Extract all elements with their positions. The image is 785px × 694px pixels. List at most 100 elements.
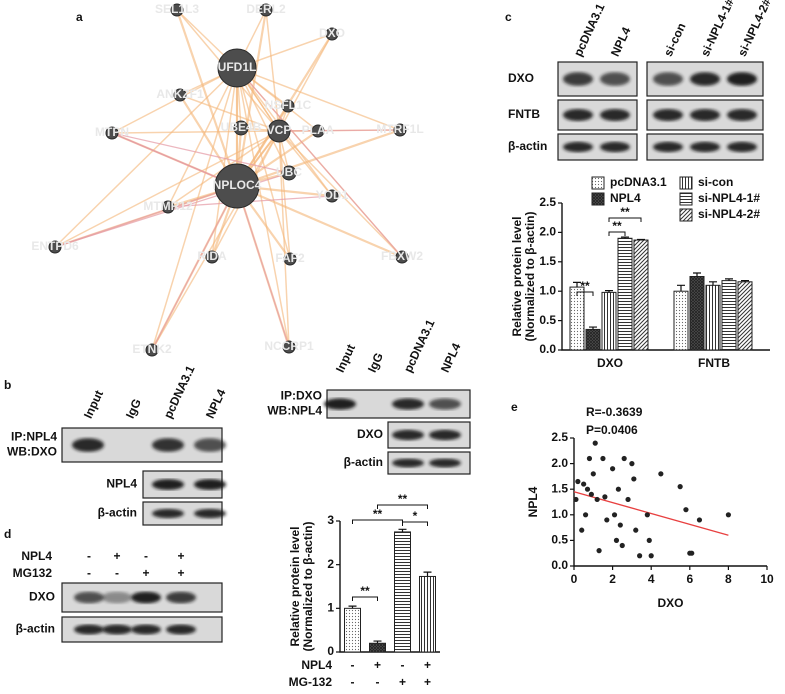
blot-band [727,72,757,86]
lane-label: si-NPL4-2# [735,0,774,59]
condition-label: MG-132 [289,675,333,689]
network-node [105,126,119,140]
blot-band [600,141,630,153]
network-edge [278,130,333,197]
x-tick-label: DXO [597,356,623,370]
scatter-point [689,550,695,556]
scatter-point [573,496,579,503]
legend-label: pcDNA3.1 [610,175,667,189]
row-label: WB:DXO [7,445,57,459]
row-label: NPL4 [106,477,137,491]
y-tick-label: 0.5 [551,533,568,547]
node-label: PLAA [302,123,335,137]
network-edge [236,67,403,258]
network-edge [236,185,290,348]
condition-label: MG132 [13,566,53,580]
network-node [325,189,339,203]
scatter-point [677,484,683,490]
node-label: MTMR12 [143,199,193,213]
scatter-point [633,527,639,533]
sig-bracket [377,504,428,509]
scatter-point [575,478,581,485]
blot-band [653,109,683,121]
scatter-point [631,476,637,482]
x-tick-label: 0 [571,572,578,586]
scatter-point [600,455,606,462]
scatter-point [619,542,625,549]
condition-sign: + [424,658,431,672]
network-edge [278,33,333,132]
network-edge [278,129,401,132]
network-edge [278,130,403,258]
scatter-point [584,486,591,492]
scatter-point [725,512,732,518]
panel-label: b [4,378,11,392]
sig-bracket [352,596,378,601]
blot-band [72,438,104,452]
x-tick-label: FNTB [698,356,730,370]
blot-band [131,591,161,604]
lane-label: Input [81,388,106,420]
bar [601,291,617,351]
blot-band [74,591,104,604]
network-edge [54,130,280,248]
y-axis-title: NPL4 [526,486,540,517]
network-node [311,124,325,138]
network-edge [151,130,280,351]
bar [569,286,585,351]
scatter-point [644,512,650,518]
scatter-point [581,481,587,487]
y-tick-label: 2.5 [551,430,568,444]
network-node [393,123,407,137]
condition-sign: - [87,549,91,563]
row-label: β-actin [98,506,137,520]
network-node [161,200,175,214]
y-axis-title: Relative protein level [510,216,524,336]
error-bar [589,326,597,330]
network-node [395,250,409,264]
lane-label: NPL4 [608,25,634,59]
scatter-point [610,466,616,472]
blot-band [152,479,184,490]
y-tick-label: 3 [327,513,334,527]
error-bar [709,281,717,286]
legend-swatch [679,208,693,222]
blot-band [194,479,226,490]
network-node [170,3,184,17]
condition-sign: - [351,675,355,689]
bar [673,290,689,351]
scatter-point [592,440,598,446]
error-bar [605,290,613,293]
error-bar [637,238,645,241]
network-edge [179,94,280,132]
scatter-point [582,512,589,518]
error-bar [621,236,629,239]
node-label: UBC [276,165,302,179]
condition-sign: + [399,675,406,689]
bar [721,280,737,351]
network-edge [236,67,290,348]
error-bar [423,571,432,577]
condition-sign: + [424,675,431,689]
blot-band [563,109,593,121]
scatter-point [625,496,631,503]
row-label: FNTB [508,107,540,121]
legend-label: si-NPL4-2# [698,207,760,221]
lane-label: pcDNA3.1 [571,1,608,59]
bar [419,575,436,653]
bar [394,531,411,653]
condition-sign: + [113,549,120,563]
condition-sign: - [351,658,355,672]
y-tick-label: 0.5 [539,313,556,327]
bar [344,607,361,653]
y-tick-label: 0.0 [539,342,556,356]
error-bar [373,640,382,644]
network-edge [167,67,238,208]
network-node [281,99,295,113]
condition-sign: - [87,566,91,580]
scatter-point [596,548,602,554]
scatter-point [617,522,623,528]
y-axis-title: (Normalized to β-actin) [301,522,315,652]
panel-label: e [511,400,518,414]
y-tick-label: 2 [327,557,334,571]
